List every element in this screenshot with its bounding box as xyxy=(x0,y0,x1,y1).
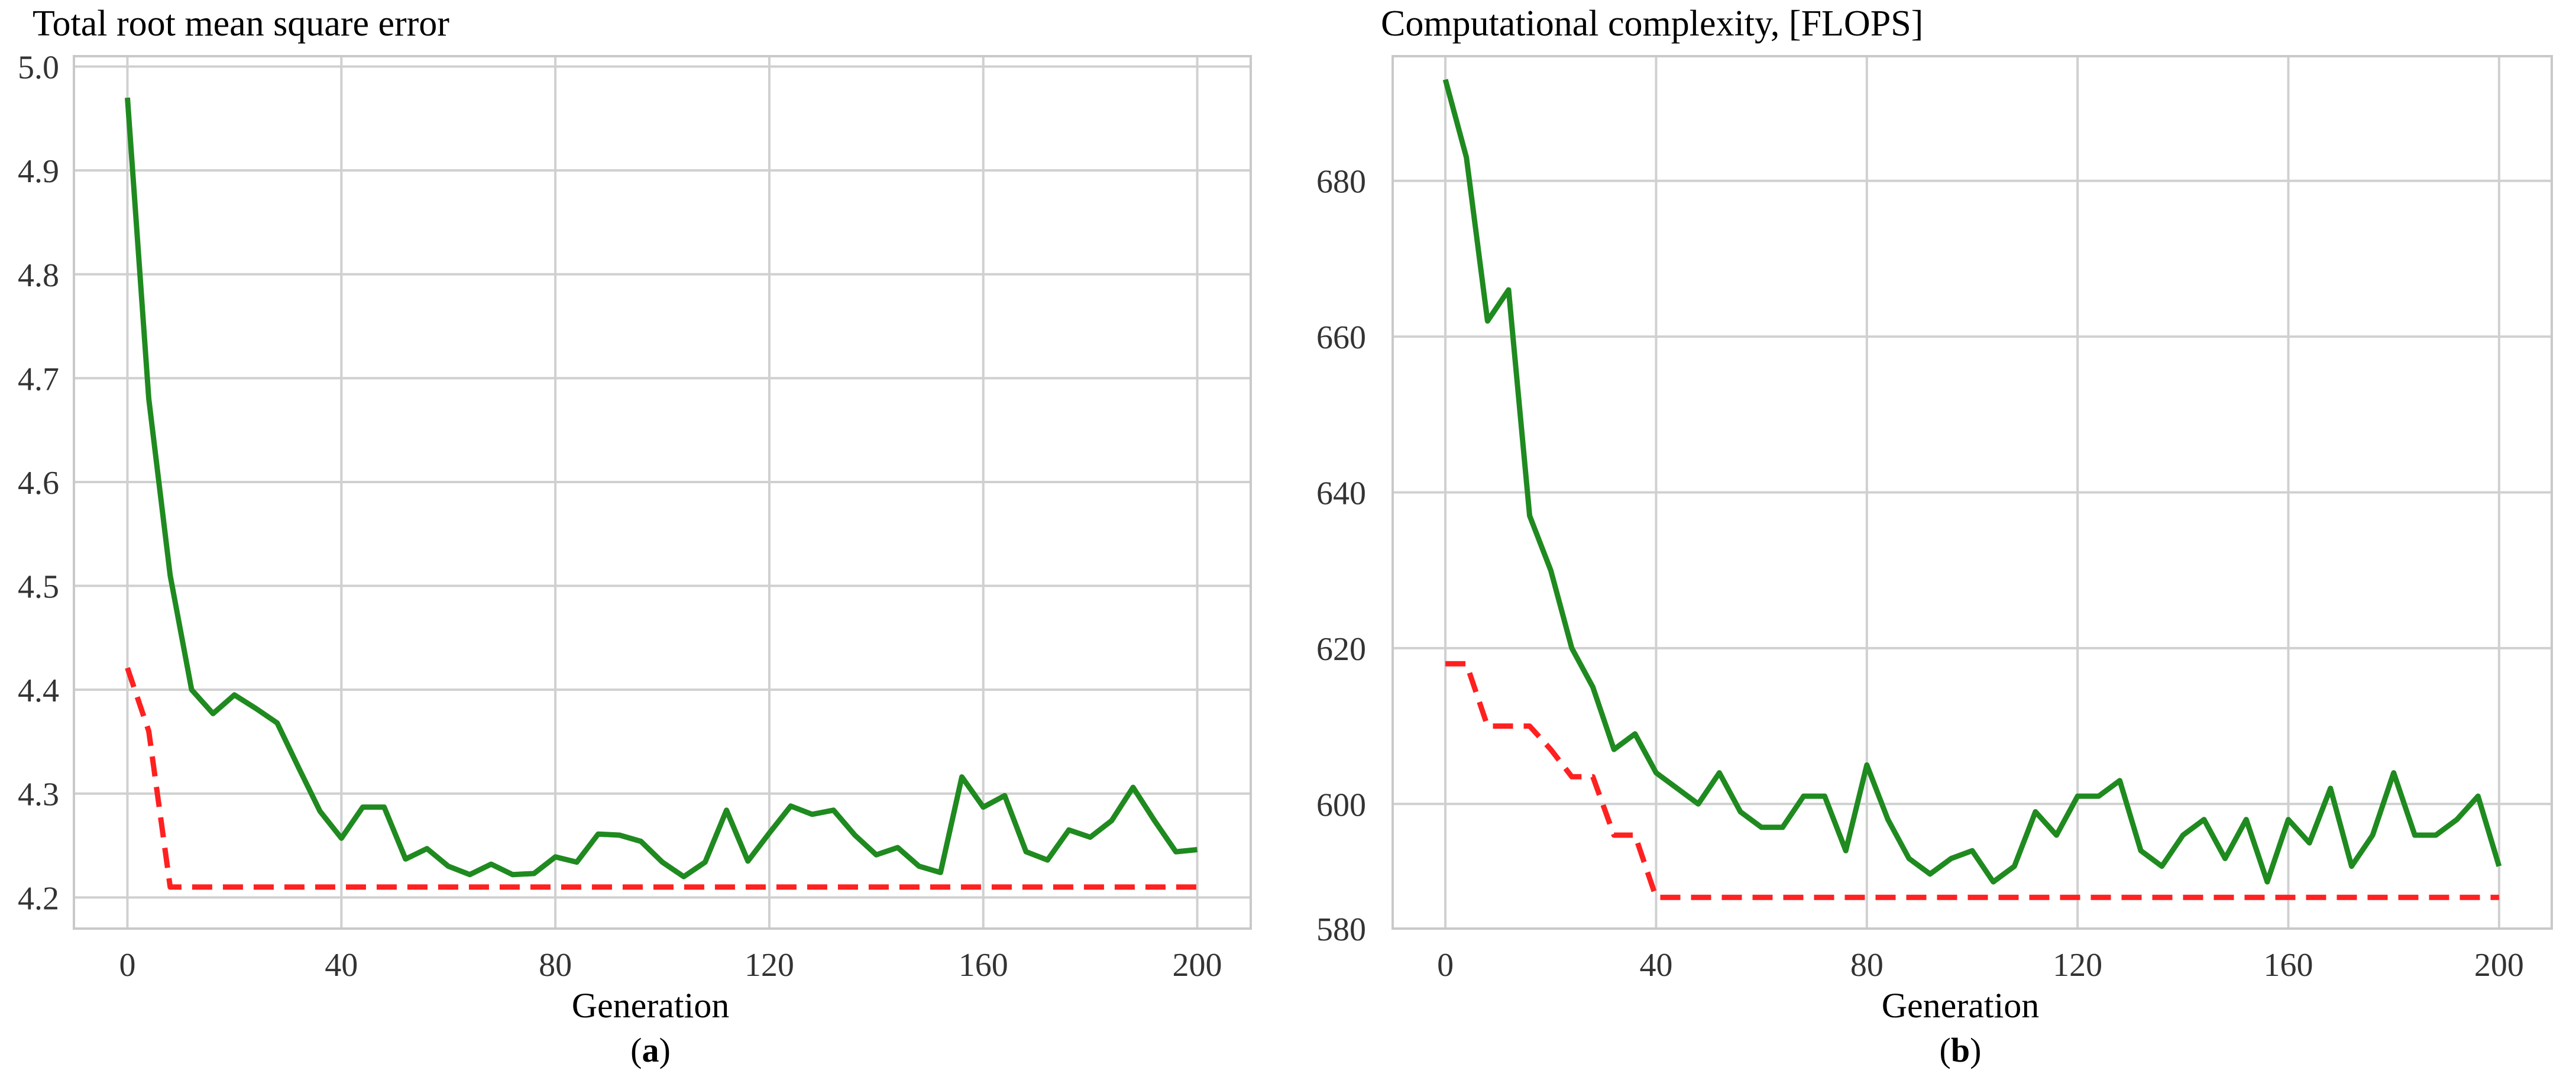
chart-b-series-best-dashed-line xyxy=(1445,661,2499,900)
chart-a-y-tick-label: 4.2 xyxy=(18,880,59,917)
chart-a-y-tick-label: 4.7 xyxy=(18,361,59,397)
chart-a-x-tick-label: 80 xyxy=(539,947,572,984)
chart-b-x-tick-label: 40 xyxy=(1639,947,1672,984)
chart-a-x-tick-label: 0 xyxy=(119,947,135,984)
complexity-chart: Computational complexity, [FLOPS] 0 40 80 12… xyxy=(1316,4,2553,1069)
chart-b-y-tick-label: 640 xyxy=(1316,476,1366,512)
chart-a-title: Total root mean square error xyxy=(33,4,449,44)
chart-b-x-tick-label: 80 xyxy=(1850,947,1884,984)
chart-b-plot-frame xyxy=(1391,55,2553,930)
chart-a-x-tick-label: 200 xyxy=(1173,947,1222,984)
chart-a-x-tick-label: 160 xyxy=(959,947,1008,984)
chart-a-y-tick-label: 4.4 xyxy=(18,672,59,709)
chart-a-subfigure-paren: ( xyxy=(630,1031,642,1069)
chart-b-series-mean-solid-line xyxy=(1442,79,2502,885)
chart-a-x-axis-label: Generation xyxy=(572,986,730,1025)
chart-b-subfigure-label: (b) xyxy=(1940,1031,1982,1069)
chart-panel-a: Total root mean square error 0 40 80 120 160 2… xyxy=(0,0,1271,1080)
chart-b-subfigure-paren: ) xyxy=(1970,1031,1981,1069)
chart-a-series-best-dashed-line xyxy=(125,667,1198,890)
chart-b-x-tick-label: 0 xyxy=(1437,947,1454,984)
chart-a-y-tick-label: 4.5 xyxy=(18,569,59,606)
chart-b-subfigure-letter: b xyxy=(1951,1031,1970,1069)
chart-b-y-tick-label: 620 xyxy=(1316,631,1366,668)
chart-a-subfigure-paren: ) xyxy=(659,1031,671,1069)
chart-a-subfigure-label: (a) xyxy=(630,1031,671,1069)
chart-a-y-tick-label: 4.9 xyxy=(18,153,59,190)
chart-a-plot-frame xyxy=(73,55,1252,930)
chart-a-y-tick-label: 4.6 xyxy=(18,465,59,502)
chart-b-y-tick-label: 660 xyxy=(1316,319,1366,356)
chart-a-x-tick-label: 120 xyxy=(745,947,794,984)
chart-b-title: Computational complexity, [FLOPS] xyxy=(1381,4,1923,44)
chart-a-series-mean-solid-line xyxy=(125,97,1198,879)
chart-b-x-axis-label: Generation xyxy=(1882,986,2040,1025)
chart-b-y-tick-label: 680 xyxy=(1316,164,1366,201)
chart-b-subfigure-paren: ( xyxy=(1940,1031,1951,1069)
chart-a-subfigure-letter: a xyxy=(642,1031,659,1069)
chart-b-y-tick-label: 600 xyxy=(1316,787,1366,823)
chart-a-y-tick-label: 5.0 xyxy=(18,50,59,86)
chart-b-x-tick-label: 160 xyxy=(2264,947,2313,984)
chart-b-y-tick-label: 580 xyxy=(1316,911,1366,948)
chart-panel-b: Computational complexity, [FLOPS] 0 40 80 12… xyxy=(1271,0,2576,1080)
chart-a-y-tick-label: 4.8 xyxy=(18,257,59,294)
chart-b-x-tick-label: 120 xyxy=(2053,947,2102,984)
chart-b-x-tick-label: 200 xyxy=(2474,947,2524,984)
chart-a-y-tick-label: 4.3 xyxy=(18,777,59,813)
chart-a-x-tick-label: 40 xyxy=(325,947,358,984)
rmse-chart: Total root mean square error 0 40 80 120 160 2… xyxy=(18,4,1252,1069)
